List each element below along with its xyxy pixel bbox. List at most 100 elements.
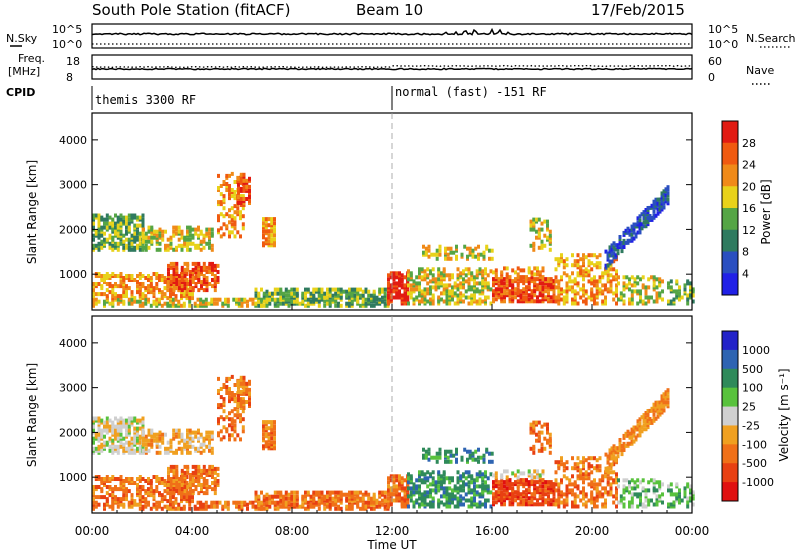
velocity-cell [662,392,666,397]
velocity-cell [381,490,384,495]
power-cell [353,287,357,292]
velocity-cell [133,434,137,439]
power-cell [426,299,430,304]
velocity-cell [644,498,648,503]
power-cell [122,219,126,224]
velocity-cell [228,376,231,381]
velocity-cell [662,394,666,399]
velocity-cell [361,502,365,507]
power-cell [494,287,498,292]
power-cell [412,287,416,292]
power-cell [448,283,452,288]
velocity-cell [246,502,249,507]
power-cell [171,303,175,308]
velocity-cell [527,484,531,489]
velocity-cell [228,395,231,400]
velocity-cell [364,492,368,497]
velocity-cell [153,438,156,443]
power-cell [437,267,441,272]
power-cell [468,250,472,255]
velocity-cell [383,506,387,511]
power-cell [186,282,190,286]
velocity-cell [378,490,382,495]
velocity-cell [606,490,610,495]
power-cell [490,256,494,261]
velocity-cell [562,468,566,473]
power-cell [204,303,208,308]
velocity-cell [273,436,276,441]
velocity-cell [306,500,310,505]
power-cell [615,283,618,288]
velocity-cell [609,470,613,475]
velocity-cell [516,490,520,495]
velocity-cell [590,496,594,501]
velocity-cell [114,424,117,429]
velocity-cell [628,431,632,436]
velocity-cell [279,490,283,495]
velocity-cell [194,464,198,469]
velocity-cell [150,442,154,447]
power-cell [646,216,650,220]
velocity-cell [540,430,544,435]
velocity-cell [243,500,247,505]
power-cell [689,293,692,298]
velocity-cell [172,432,176,437]
velocity-cell [609,492,613,497]
power-cell [235,297,238,302]
power-cell [196,303,200,308]
power-cell [519,295,523,300]
power-cell [438,252,442,257]
power-cell [532,221,536,226]
velocity-cell [615,480,618,485]
velocity-cell [103,502,106,507]
power-cell [100,274,104,278]
velocity-cell [630,439,634,444]
power-cell [178,286,181,291]
power-colorbar-frame [721,120,739,296]
power-cell [251,297,255,302]
velocity-cell [383,494,387,499]
velocity-cell [595,486,599,491]
power-cell [312,289,316,294]
velocity-cell [186,491,190,496]
power-cell [395,281,399,286]
velocity-cell [604,490,607,495]
velocity-cell [478,500,482,505]
power-cell [610,243,614,248]
power-cell [418,281,421,286]
power-cell [503,277,506,282]
velocity-cell [136,438,139,443]
velocity-cell [403,478,407,483]
power-cell [519,275,523,280]
power-cell [225,188,229,192]
power-cell [582,253,585,258]
velocity-cell [431,470,435,475]
velocity-cell [652,416,656,421]
velocity-cell [312,492,316,497]
velocity-cell [273,420,276,425]
velocity-cell [691,496,695,501]
power-cell [554,285,558,290]
velocity-cell [618,438,622,442]
velocity-cell [172,428,176,433]
power-cell [114,229,117,234]
power-cell [403,293,407,298]
power-cell [646,220,650,225]
power-cell [174,297,178,302]
velocity-cell [488,459,491,464]
velocity-cell [442,470,446,475]
power-cell [492,289,495,294]
power-cell [612,245,616,250]
power-cell [503,295,506,300]
velocity-cell [138,426,142,431]
velocity-cell [233,383,237,387]
velocity-cell [331,490,335,495]
velocity-cell [233,423,237,428]
velocity-cell [630,427,634,432]
power-cell [125,284,128,289]
power-cell [423,269,427,274]
velocity-cell [356,490,360,495]
power-cell [163,280,167,284]
power-cell [188,299,192,304]
velocity-cell [233,429,237,434]
